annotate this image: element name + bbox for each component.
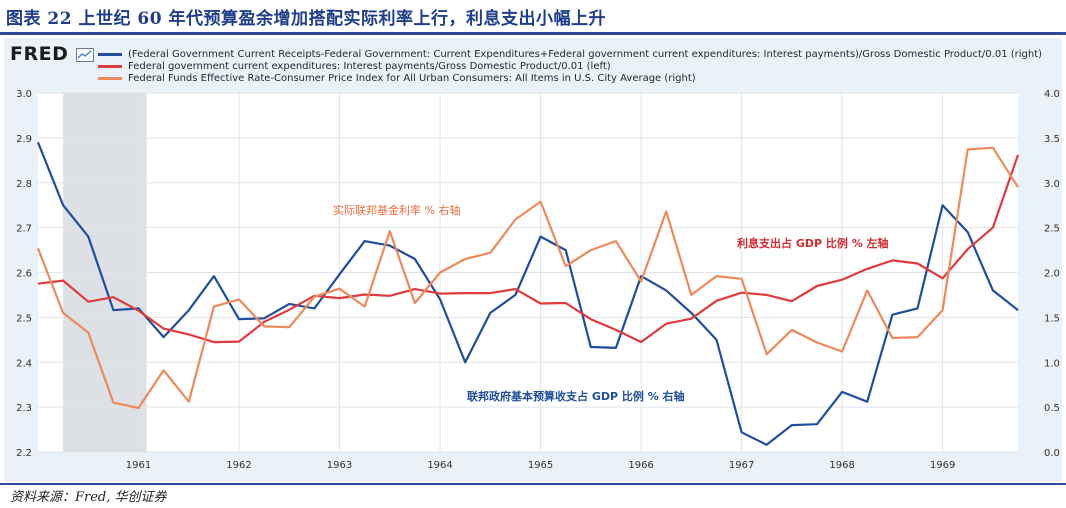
left-tick-label: 2.9 [16,134,32,145]
series-line-orange [36,146,1019,410]
source-rule [0,483,1066,485]
title-rule [0,32,1066,35]
left-tick-label: 2.5 [16,313,32,324]
left-tick-label: 2.2 [16,448,32,459]
legend-item-red: Federal government current expenditures:… [98,59,611,73]
legend-swatch-red [98,64,122,68]
annotation-orange: 实际联邦基金利率 % 右轴 [333,203,460,217]
x-tick-label: 1966 [628,460,653,471]
right-tick-label: 2.0 [1044,269,1060,280]
right-tick-label: 2.5 [1044,224,1060,235]
annotation-red: 利息支出占 GDP 比例 % 左轴 [737,236,889,250]
left-tick-label: 2.3 [16,403,32,414]
left-tick-label: 3.0 [16,89,32,100]
figure-title: 图表 22 上世纪 60 年代预算盈余增加搭配实际利率上行，利息支出小幅上升 [6,9,606,29]
legend: FRED (Federal Government Current Receipt… [4,38,1062,92]
source-note: 资料来源：Fred, 华创证券 [10,490,167,505]
legend-label-red: Federal government current expenditures:… [128,60,611,72]
left-tick-label: 2.4 [16,358,32,369]
legend-item-orange: Federal Funds Effective Rate-Consumer Pr… [98,71,696,85]
legend-item-blue: (Federal Government Current Receipts-Fed… [98,47,1042,61]
right-tick-label: 3.0 [1044,179,1060,190]
series-line-red [37,154,1020,344]
right-tick-label: 4.0 [1044,89,1060,100]
x-tick-label: 1967 [729,460,754,471]
right-tick-label: 3.5 [1044,134,1060,145]
left-tick-label: 2.7 [16,224,32,235]
series-line-blue [36,141,1019,446]
x-tick-label: 1962 [226,460,251,471]
legend-label-orange: Federal Funds Effective Rate-Consumer Pr… [128,72,696,84]
chart-icon [76,48,94,62]
right-tick-label: 1.0 [1044,358,1060,369]
left-tick-label: 2.8 [16,179,32,190]
left-tick-label: 2.6 [16,269,32,280]
x-tick-label: 1961 [126,460,151,471]
legend-swatch-blue [98,52,122,56]
x-tick-label: 1969 [930,460,955,471]
right-tick-label: 0.0 [1044,448,1060,459]
x-tick-label: 1965 [528,460,553,471]
right-tick-label: 0.5 [1044,403,1060,414]
annotation-blue: 联邦政府基本预算收支占 GDP 比例 % 右轴 [467,389,685,403]
right-tick-label: 1.5 [1044,313,1060,324]
legend-swatch-orange [98,76,122,80]
legend-label-blue: (Federal Government Current Receipts-Fed… [128,48,1043,60]
x-tick-label: 1963 [327,460,352,471]
fred-logo: FRED [10,43,69,65]
x-tick-label: 1968 [829,460,854,471]
x-tick-label: 1964 [427,460,452,471]
